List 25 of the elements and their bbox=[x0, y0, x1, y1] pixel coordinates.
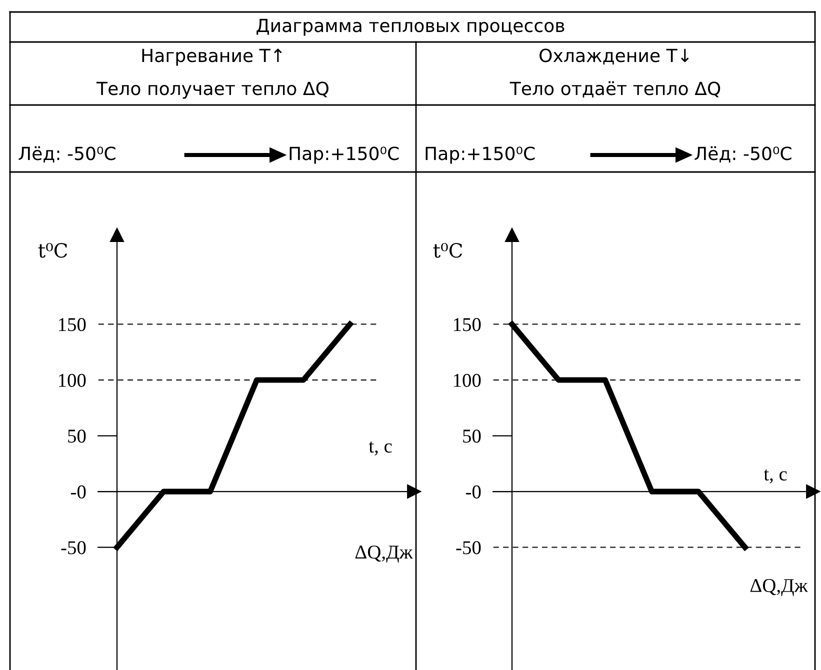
y-axis-title: t⁰C bbox=[38, 243, 68, 258]
text: Пар:+150⁰C bbox=[426, 146, 535, 164]
text: Лёд: -50⁰C bbox=[18, 146, 116, 162]
y-axis-title: t⁰C bbox=[433, 243, 462, 258]
annotation: t, с bbox=[764, 469, 787, 484]
text: Диаграмма тепловых процессов bbox=[256, 18, 564, 36]
chart-title: Нагревание Т↑ bbox=[142, 48, 282, 66]
y-tick-label: 50 bbox=[463, 430, 481, 443]
y-tick-label: -0 bbox=[466, 485, 481, 498]
y-tick-label: 50 bbox=[68, 430, 86, 443]
y-tick-label: -50 bbox=[61, 541, 86, 554]
chart-subtitle: Тело получает тепло ΔQ bbox=[96, 82, 328, 99]
text: Пар:+150⁰C bbox=[290, 146, 399, 164]
annotation: ΔQ,Дж bbox=[750, 579, 808, 596]
annotation: ΔQ,Дж bbox=[355, 546, 413, 563]
annotation: t, с bbox=[368, 442, 392, 456]
y-tick-label: 150 bbox=[454, 318, 481, 332]
y-tick-label: -0 bbox=[70, 485, 86, 498]
chart-subtitle: Тело отдаёт тепло ΔQ bbox=[510, 81, 720, 98]
text: Лёд: -50⁰C bbox=[694, 146, 792, 162]
y-tick-label: 100 bbox=[454, 374, 481, 387]
y-tick-label: 100 bbox=[58, 374, 86, 387]
y-tick-label: 150 bbox=[58, 318, 86, 332]
y-tick-label: -50 bbox=[456, 541, 481, 554]
chart-title: Охлаждение Т↓ bbox=[540, 48, 689, 64]
